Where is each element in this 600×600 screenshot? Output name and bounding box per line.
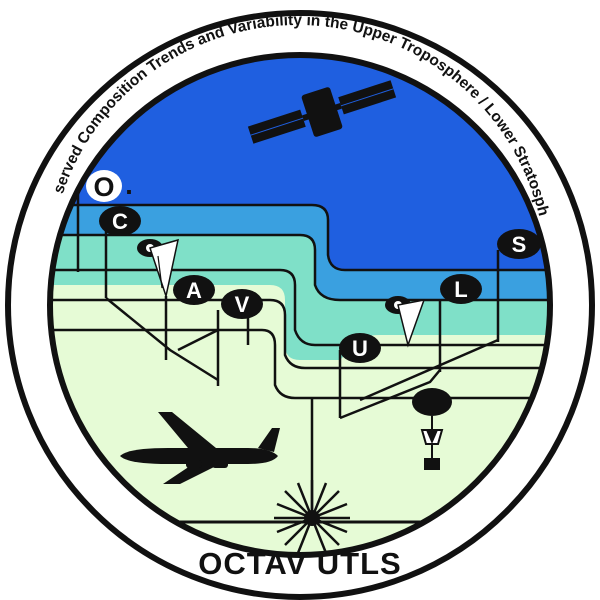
note-stems-left — [76, 190, 250, 386]
svg-text:C: C — [112, 209, 128, 234]
letter-o1: O . — [86, 170, 133, 202]
eighth-note-icon — [137, 238, 179, 299]
svg-text:.: . — [125, 170, 133, 200]
svg-text:S: S — [512, 232, 527, 257]
letter-s: S — [497, 229, 541, 259]
balloon-icon — [412, 388, 452, 470]
letter-c: C — [99, 206, 141, 236]
laser-icon — [274, 480, 350, 554]
svg-text:V: V — [235, 292, 250, 317]
letter-u: U — [339, 333, 381, 363]
eighth-note-icon — [385, 296, 426, 348]
letter-v: V — [221, 289, 263, 319]
letter-a: A — [173, 275, 215, 305]
svg-text:U: U — [352, 336, 368, 361]
svg-text:O: O — [93, 172, 114, 202]
satellite-icon — [247, 80, 397, 144]
letter-l: L — [440, 274, 482, 304]
bottom-title: OCTAV UTLS — [198, 546, 401, 581]
svg-text:L: L — [454, 277, 467, 302]
svg-text:A: A — [186, 278, 202, 303]
airplane-icon — [120, 412, 280, 484]
staff-lines — [50, 203, 550, 400]
